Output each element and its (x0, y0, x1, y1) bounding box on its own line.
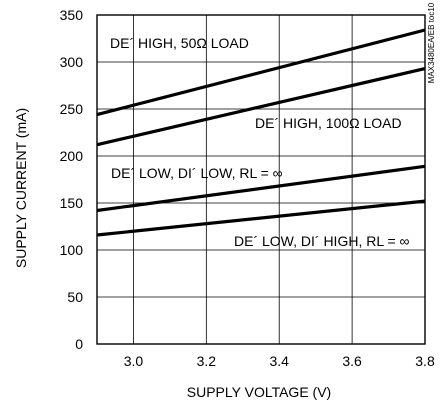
x-tick-label: 3.8 (415, 353, 435, 369)
y-tick-label: 150 (60, 195, 84, 211)
series-label-de-low-di-high: DE´ LOW, DI´ HIGH, RL = ∞ (234, 233, 410, 249)
series-label-de-high-50-ohm: DE´ HIGH, 50Ω LOAD (110, 35, 249, 51)
y-tick-label: 0 (75, 336, 83, 352)
y-tick-label: 100 (60, 242, 84, 258)
plot-frame (96, 14, 426, 345)
series-line-1 (96, 67, 426, 147)
series-lines (96, 28, 426, 237)
y-axis-title: SUPPLY CURRENT (mA) (13, 108, 29, 268)
tick-labels: 0 50 100 150 200 250 300 350 3.0 3.2 3.4 3.6 3.8 (60, 7, 435, 369)
y-tick-label: 300 (60, 54, 84, 70)
series-label-de-high-100-ohm: DE´ HIGH, 100Ω LOAD (255, 115, 402, 131)
series-line-0 (96, 28, 426, 117)
series-line-2 (96, 164, 426, 213)
series-line-3 (96, 199, 426, 237)
chart-code-annotation: MAX3480EA/EB toc10 (427, 2, 436, 83)
x-tick-label: 3.6 (342, 353, 362, 369)
y-tick-label: 200 (60, 148, 84, 164)
y-tick-label: 250 (60, 101, 84, 117)
series-label-de-low-di-low: DE´ LOW, DI´ LOW, RL = ∞ (111, 165, 283, 181)
y-tick-label: 50 (67, 289, 83, 305)
y-tick-label: 350 (60, 7, 84, 23)
x-tick-label: 3.4 (269, 353, 289, 369)
x-tick-label: 3.2 (197, 353, 217, 369)
x-axis-title: SUPPLY VOLTAGE (V) (187, 384, 331, 400)
x-tick-label: 3.0 (124, 353, 144, 369)
